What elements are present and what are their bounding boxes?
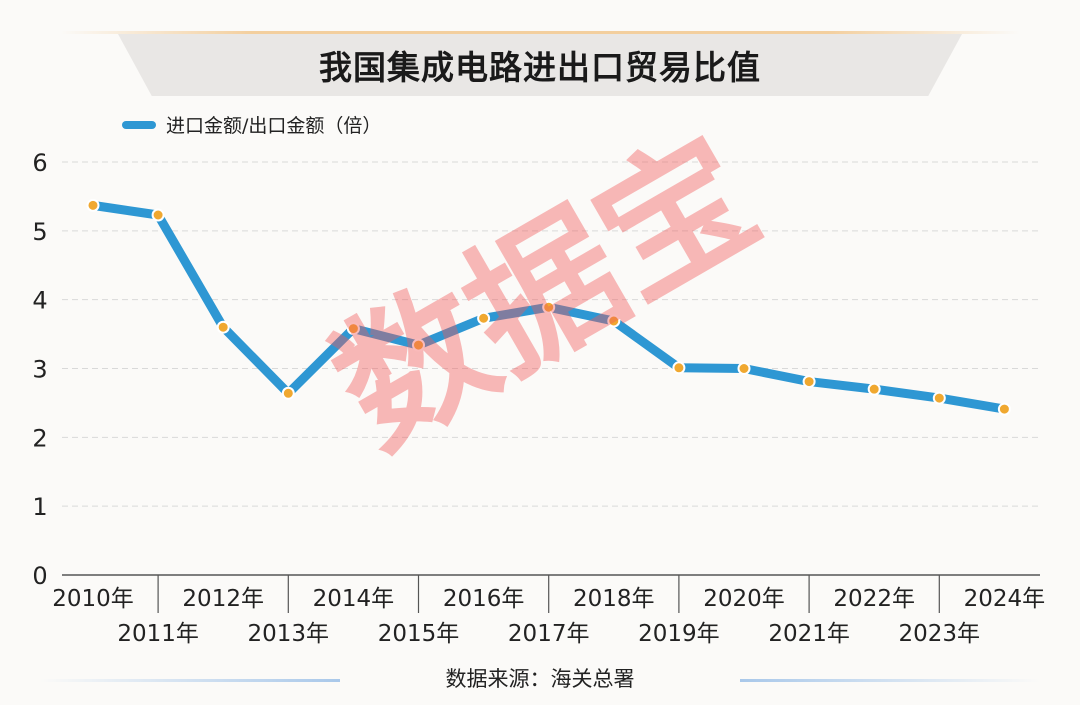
y-tick-label: 2: [32, 424, 47, 452]
x-tick-label: 2016年: [443, 586, 525, 612]
y-tick-label: 6: [32, 149, 47, 177]
x-tick-label: 2022年: [833, 586, 915, 612]
data-point: [346, 322, 360, 336]
data-point: [672, 361, 686, 375]
y-tick-label: 5: [32, 218, 47, 246]
data-point: [412, 338, 425, 352]
y-tick-label: 4: [32, 287, 47, 315]
legend-label: 进口金额/出口金额（倍）: [166, 115, 382, 137]
x-tick-label: 2013年: [248, 621, 330, 647]
data-point: [997, 402, 1011, 416]
data-point: [542, 300, 556, 314]
data-point: [281, 386, 295, 400]
top-rule: [60, 31, 1020, 34]
data-point: [607, 314, 621, 328]
x-tick-label: 2020年: [703, 586, 785, 612]
x-tick-label: 2010年: [52, 586, 134, 612]
data-point: [932, 391, 946, 405]
x-tick-label: 2015年: [378, 621, 460, 647]
chart-title: 我国集成电路进出口贸易比值: [319, 48, 761, 87]
bottom-rule-right: [740, 679, 1040, 682]
x-tick-label: 2014年: [313, 586, 395, 612]
data-point: [151, 208, 165, 222]
x-tick-label: 2024年: [964, 586, 1046, 612]
data-point: [867, 382, 881, 396]
data-point: [737, 362, 751, 375]
data-point: [802, 375, 816, 389]
y-tick-label: 3: [32, 356, 47, 384]
legend-swatch: [122, 120, 156, 129]
title-banner: 我国集成电路进出口贸易比值: [118, 34, 962, 96]
legend: 进口金额/出口金额（倍）: [122, 111, 381, 138]
x-tick-label: 2021年: [768, 621, 850, 647]
y-tick-label: 0: [32, 562, 47, 590]
x-tick-label: 2011年: [117, 621, 199, 647]
data-point: [216, 320, 230, 334]
source-note: 数据来源：海关总署: [445, 667, 635, 691]
bottom-rule-left: [40, 679, 340, 682]
data-point: [477, 311, 491, 325]
y-tick-label: 1: [32, 493, 47, 521]
x-tick-label: 2018年: [573, 586, 655, 612]
x-tick-label: 2019年: [638, 621, 720, 647]
x-tick-label: 2012年: [182, 586, 264, 612]
x-tick-label: 2017年: [508, 621, 590, 647]
data-point: [86, 198, 100, 212]
x-tick-label: 2023年: [899, 621, 981, 647]
